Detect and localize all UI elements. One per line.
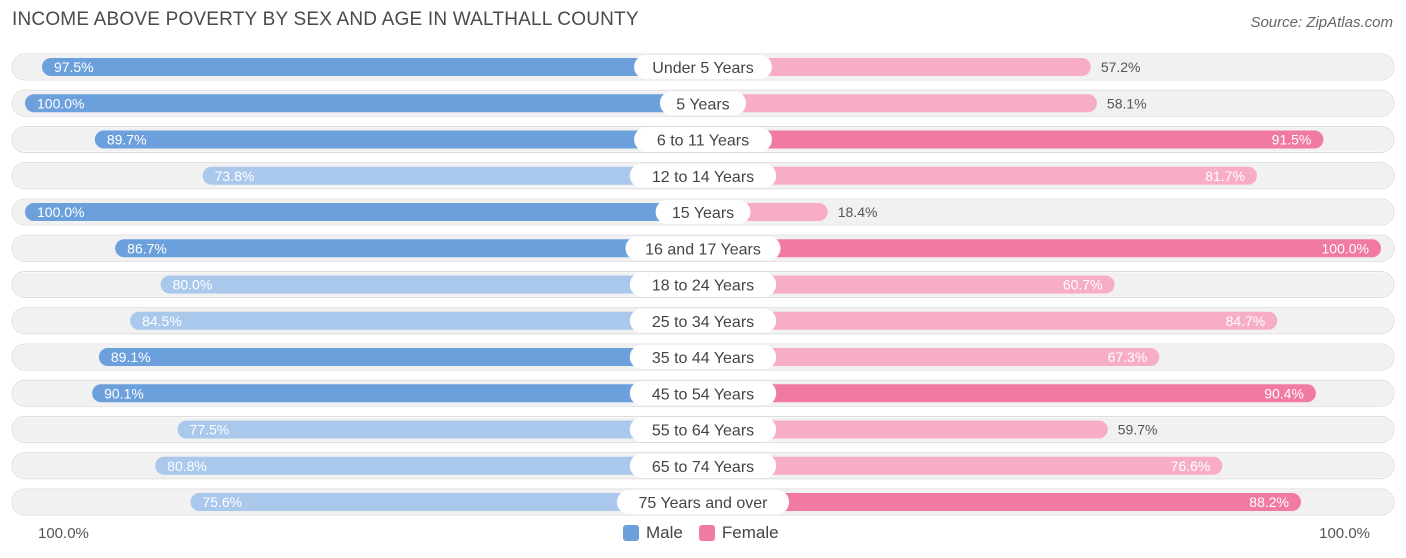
category-pill bbox=[634, 127, 772, 152]
male-bar bbox=[25, 94, 703, 113]
male-bar bbox=[160, 275, 704, 294]
legend-swatch-female bbox=[698, 525, 715, 541]
female-value-label: 88.2% bbox=[1249, 494, 1289, 510]
male-bar bbox=[190, 493, 703, 511]
category-pill bbox=[629, 417, 777, 442]
male-value-label: 89.7% bbox=[107, 132, 147, 148]
legend: Male Female bbox=[623, 523, 795, 543]
female-bar bbox=[703, 384, 1316, 403]
male-value-label: 97.5% bbox=[54, 59, 94, 75]
female-bar bbox=[703, 58, 1091, 76]
female-value-label: 67.3% bbox=[1108, 349, 1148, 365]
male-value-label: 77.5% bbox=[190, 422, 230, 438]
male-value-label: 100.0% bbox=[37, 95, 84, 111]
female-bar bbox=[703, 348, 1160, 366]
female-bar bbox=[703, 420, 1108, 439]
female-value-label: 100.0% bbox=[1322, 240, 1369, 256]
category-pill bbox=[629, 345, 777, 369]
male-value-label: 75.6% bbox=[202, 494, 242, 510]
legend-label-female: Female bbox=[721, 523, 779, 542]
female-value-label: 76.6% bbox=[1171, 458, 1211, 474]
male-bar bbox=[115, 239, 703, 258]
female-value-label: 58.1% bbox=[1107, 95, 1147, 111]
category-pill bbox=[629, 381, 777, 406]
category-pill bbox=[629, 163, 777, 188]
female-value-label: 18.4% bbox=[838, 204, 878, 220]
female-value-label: 57.2% bbox=[1101, 59, 1141, 75]
category-label: 65 to 74 Years bbox=[652, 459, 754, 476]
category-pill bbox=[655, 200, 751, 224]
male-value-label: 90.1% bbox=[104, 385, 144, 401]
category-label: Under 5 Years bbox=[652, 60, 753, 77]
male-bar bbox=[202, 166, 704, 185]
female-bar bbox=[703, 311, 1278, 330]
category-label: 75 Years and over bbox=[639, 495, 769, 512]
female-bar bbox=[703, 456, 1223, 475]
female-bar bbox=[703, 275, 1115, 294]
category-label: 6 to 11 Years bbox=[657, 133, 749, 150]
category-pill bbox=[659, 91, 747, 116]
female-bar bbox=[703, 239, 1381, 258]
male-value-label: 73.8% bbox=[215, 168, 255, 184]
legend-item-female: Female bbox=[698, 523, 779, 543]
male-value-label: 86.7% bbox=[127, 240, 167, 256]
category-label: 5 Years bbox=[676, 96, 729, 113]
category-label: 12 to 14 Years bbox=[652, 169, 754, 186]
female-value-label: 91.5% bbox=[1272, 132, 1312, 148]
male-value-label: 89.1% bbox=[111, 349, 151, 365]
category-label: 16 and 17 Years bbox=[645, 241, 761, 258]
axis-right-label: 100.0% bbox=[1319, 525, 1370, 542]
female-bar bbox=[703, 94, 1097, 113]
legend-swatch-male bbox=[623, 525, 639, 541]
category-label: 35 to 44 Years bbox=[652, 350, 754, 367]
male-value-label: 80.8% bbox=[167, 458, 207, 474]
female-bar bbox=[703, 130, 1324, 149]
female-value-label: 60.7% bbox=[1063, 277, 1103, 293]
male-value-label: 100.0% bbox=[37, 204, 84, 220]
legend-item-male: Male bbox=[623, 523, 683, 543]
female-value-label: 59.7% bbox=[1118, 422, 1158, 438]
category-pill bbox=[634, 55, 772, 79]
legend-label-male: Male bbox=[646, 523, 683, 542]
category-pill bbox=[629, 272, 777, 297]
male-bar bbox=[177, 420, 704, 439]
male-bar bbox=[25, 203, 703, 221]
male-bar bbox=[98, 348, 704, 366]
category-label: 55 to 64 Years bbox=[652, 423, 754, 440]
female-value-label: 84.7% bbox=[1226, 313, 1266, 329]
category-label: 18 to 24 Years bbox=[652, 278, 754, 295]
male-bar bbox=[41, 58, 703, 76]
female-bar bbox=[703, 493, 1301, 511]
category-pill bbox=[625, 236, 781, 261]
male-value-label: 80.0% bbox=[173, 277, 213, 293]
female-value-label: 90.4% bbox=[1264, 385, 1304, 401]
category-pill bbox=[629, 308, 777, 333]
chart-title: INCOME ABOVE POVERTY BY SEX AND AGE IN W… bbox=[12, 9, 639, 30]
male-bar bbox=[94, 130, 704, 149]
category-label: 45 to 54 Years bbox=[652, 386, 754, 403]
category-label: 15 Years bbox=[672, 205, 734, 222]
female-value-label: 81.7% bbox=[1205, 168, 1245, 184]
female-bar bbox=[703, 166, 1257, 185]
category-pill bbox=[616, 490, 790, 514]
male-bar bbox=[92, 384, 703, 403]
category-pill bbox=[629, 453, 777, 478]
category-label: 25 to 34 Years bbox=[652, 314, 754, 331]
male-value-label: 84.5% bbox=[142, 313, 182, 329]
male-bar bbox=[130, 311, 704, 330]
axis-left-label: 100.0% bbox=[38, 525, 89, 542]
male-bar bbox=[155, 456, 703, 475]
source-label: Source: ZipAtlas.com bbox=[1250, 14, 1393, 31]
